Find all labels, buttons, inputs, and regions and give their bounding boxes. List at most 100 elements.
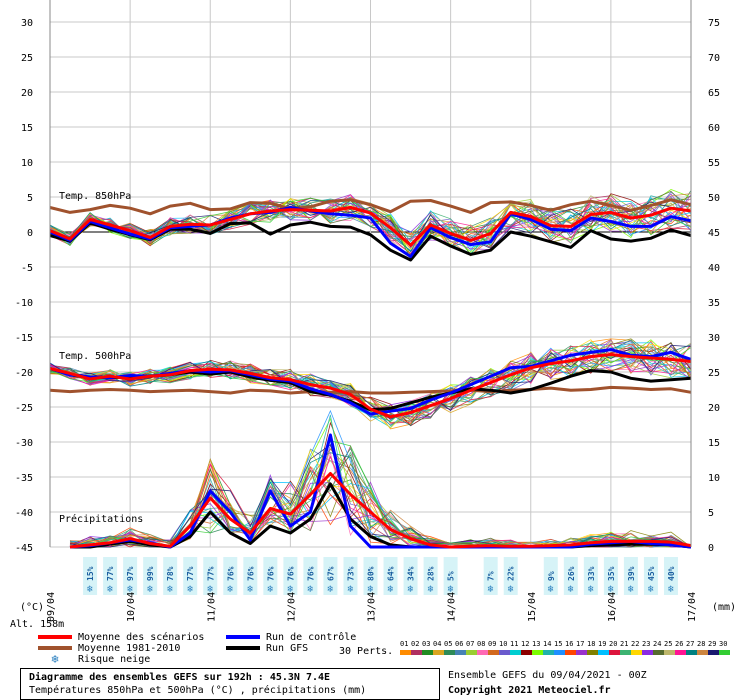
snow-risk-pct: 77%: [106, 566, 115, 581]
snow-risk-cell: [563, 557, 578, 595]
snow-risk-pct: 35%: [607, 566, 616, 581]
left-tick-label: -10: [15, 298, 33, 309]
perturbation-swatch: [576, 650, 587, 655]
perturbation-swatch: [477, 650, 488, 655]
left-tick-label: 15: [21, 123, 33, 134]
left-tick-label: -20: [15, 368, 33, 379]
perturbation-id: 14: [543, 640, 552, 648]
perturbation-swatch: [708, 650, 719, 655]
left-tick-label: 25: [21, 53, 33, 64]
perturbation-id: 30: [719, 640, 728, 648]
snowflake-icon: ❄: [428, 584, 435, 595]
snow-risk-row: 15% ❄ 77% ❄ 97% ❄ 99% ❄ 78% ❄ 77% ❄ 77% ❄ 76% ❄ 76% ❄ 76% ❄…: [83, 557, 678, 595]
right-tick-label: 70: [708, 53, 720, 64]
legend-label: Moyenne 1981-2010: [78, 642, 181, 654]
legend-label: Moyenne des scénarios: [78, 631, 205, 643]
altitude-label: Alt. 158m: [10, 619, 64, 630]
snowflake-icon: ❄: [367, 584, 374, 595]
snow-risk-cell: [303, 557, 318, 595]
perturbation-swatch: [587, 650, 598, 655]
snowflake-icon: ❄: [648, 584, 655, 595]
right-tick-label: 15: [708, 438, 720, 449]
perturbation-swatch: [510, 650, 521, 655]
snowflake-icon: ❄: [608, 584, 615, 595]
perturbation-id: 11: [510, 640, 519, 648]
snow-risk-cell: [443, 557, 458, 595]
perturbation-color-strip: [400, 650, 730, 655]
perturbation-swatch: [422, 650, 433, 655]
snow-risk-cell: [163, 557, 178, 595]
snowflake-icon: ❄: [167, 584, 174, 595]
snow-risk-cell: [263, 557, 278, 595]
snowflake-icon: ❄: [287, 584, 294, 595]
perturbation-swatch: [400, 650, 411, 655]
snow-risk-cell: [603, 557, 618, 595]
snow-risk-cell: [503, 557, 518, 595]
x-date-label: 09/04: [46, 592, 57, 622]
perturbation-swatch: [455, 650, 466, 655]
left-tick-label: 30: [21, 18, 33, 29]
snow-risk-pct: 15%: [86, 566, 95, 581]
snow-risk-pct: 40%: [667, 566, 676, 581]
snow-risk-pct: 26%: [567, 566, 576, 581]
snow-risk-cell: [123, 557, 138, 595]
perturbation-id: 05: [444, 640, 453, 648]
copyright: Copyright 2021 Meteociel.fr: [448, 685, 611, 696]
perturbation-id: 02: [411, 640, 420, 648]
snow-risk-cell: [583, 557, 598, 595]
x-date-label: 10/04: [126, 592, 137, 622]
snow-risk-pct: 33%: [587, 566, 596, 581]
snow-risk-cell: [343, 557, 358, 595]
snowflake-icon: ❄: [307, 584, 314, 595]
legend-item-scenario-mean: Moyenne des scénarios: [38, 631, 204, 643]
x-date-label: 16/04: [607, 592, 618, 622]
perturbation-id: 08: [477, 640, 486, 648]
series-line-t500-mean: [49, 353, 692, 419]
snow-risk-cell: [363, 557, 378, 595]
snow-risk-pct: 39%: [627, 566, 636, 581]
perturbation-swatch: [466, 650, 477, 655]
legend-item-normal: Moyenne 1981-2010: [38, 642, 180, 654]
legend-label: Risque neige: [78, 653, 151, 665]
snowflake-icon: ❄: [508, 584, 515, 595]
snowflake-icon: ❄: [448, 584, 455, 595]
left-tick-label: 0: [27, 228, 33, 239]
right-tick-label: 60: [708, 123, 720, 134]
ensemble-member-line: [49, 199, 692, 253]
perturbation-ids: 01 02 03 04 05 06 07 08 09 10 11 12 13 14 15 16 17 18 19 20…: [400, 640, 730, 648]
snowflake-icon: ❄: [548, 584, 555, 595]
perturbation-swatch: [499, 650, 510, 655]
x-date-label: 17/04: [687, 592, 698, 622]
series-line-t850-normal: [49, 198, 692, 216]
perturbation-swatch: [620, 650, 631, 655]
perturbation-swatch: [433, 650, 444, 655]
perturbation-id: 15: [554, 640, 563, 648]
perturbation-id: 23: [642, 640, 651, 648]
right-tick-label: 5: [708, 508, 714, 519]
legend-item-control-run: Run de contrôle: [226, 631, 356, 643]
perturbation-id: 28: [697, 640, 706, 648]
left-tick-label: 5: [27, 193, 33, 204]
snow-risk-cell: [323, 557, 338, 595]
snowflake-icon: ❄: [408, 584, 415, 595]
snow-risk-cell: [643, 557, 658, 595]
snowflake-icon: ❄: [247, 584, 254, 595]
snowflake-icon: ❄: [327, 584, 334, 595]
snow-risk-pct: 9%: [547, 571, 556, 581]
snowflake-icon: ❄: [51, 652, 59, 666]
snowflake-icon: ❄: [347, 584, 354, 595]
perturbation-id: 18: [587, 640, 596, 648]
snow-risk-pct: 97%: [126, 566, 135, 581]
snow-risk-cell: [623, 557, 638, 595]
snow-risk-pct: 76%: [286, 566, 295, 581]
snow-risk-cell: [223, 557, 238, 595]
right-tick-label: 75: [708, 18, 720, 29]
series-line-t500-normal: [49, 385, 692, 395]
right-tick-label: 0: [708, 543, 714, 554]
snow-risk-pct: 78%: [166, 566, 175, 581]
perturbation-swatch: [598, 650, 609, 655]
left-tick-label: -40: [15, 508, 33, 519]
perturbation-id: 06: [455, 640, 464, 648]
snow-risk-pct: 76%: [226, 566, 235, 581]
